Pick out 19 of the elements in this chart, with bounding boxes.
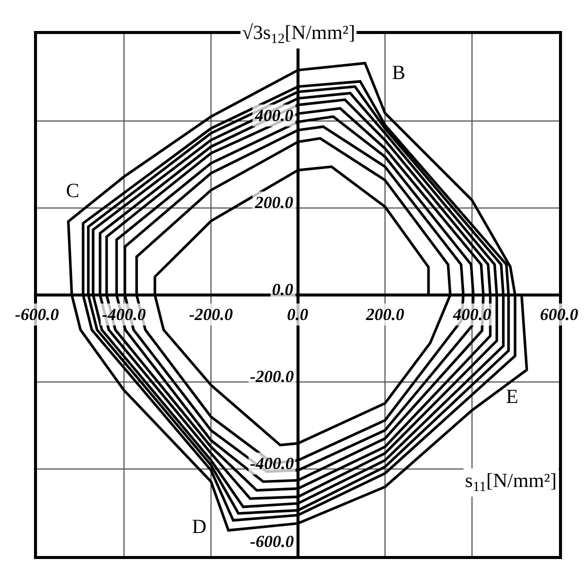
x-axis-title: s$_{11}$[N/mm²] xyxy=(465,470,557,496)
y-tick-label: 400.0 xyxy=(254,106,294,125)
y-tick-label: 0.0 xyxy=(272,280,294,299)
x-tick-label: -600.0 xyxy=(15,305,60,324)
y-tick-label: -200.0 xyxy=(250,367,294,386)
annotation: D xyxy=(192,516,206,538)
x-tick-label: -400.0 xyxy=(102,305,146,324)
x-tick-label: 400.0 xyxy=(452,305,492,324)
x-tick-label: 200.0 xyxy=(365,305,405,324)
y-tick-label: 200.0 xyxy=(254,193,294,212)
annotation: C xyxy=(66,180,80,202)
y-axis-title: √3s$_{12}$[N/mm²] xyxy=(242,22,356,48)
y-tick-label: -600.0 xyxy=(250,532,294,551)
annotation: B xyxy=(392,62,406,84)
x-tick-label: 600.0 xyxy=(540,305,579,324)
annotation: E xyxy=(506,386,518,408)
y-tick-label: -400.0 xyxy=(250,454,294,473)
x-tick-label: 0.0 xyxy=(287,305,309,324)
x-tick-label: -200.0 xyxy=(189,305,234,324)
